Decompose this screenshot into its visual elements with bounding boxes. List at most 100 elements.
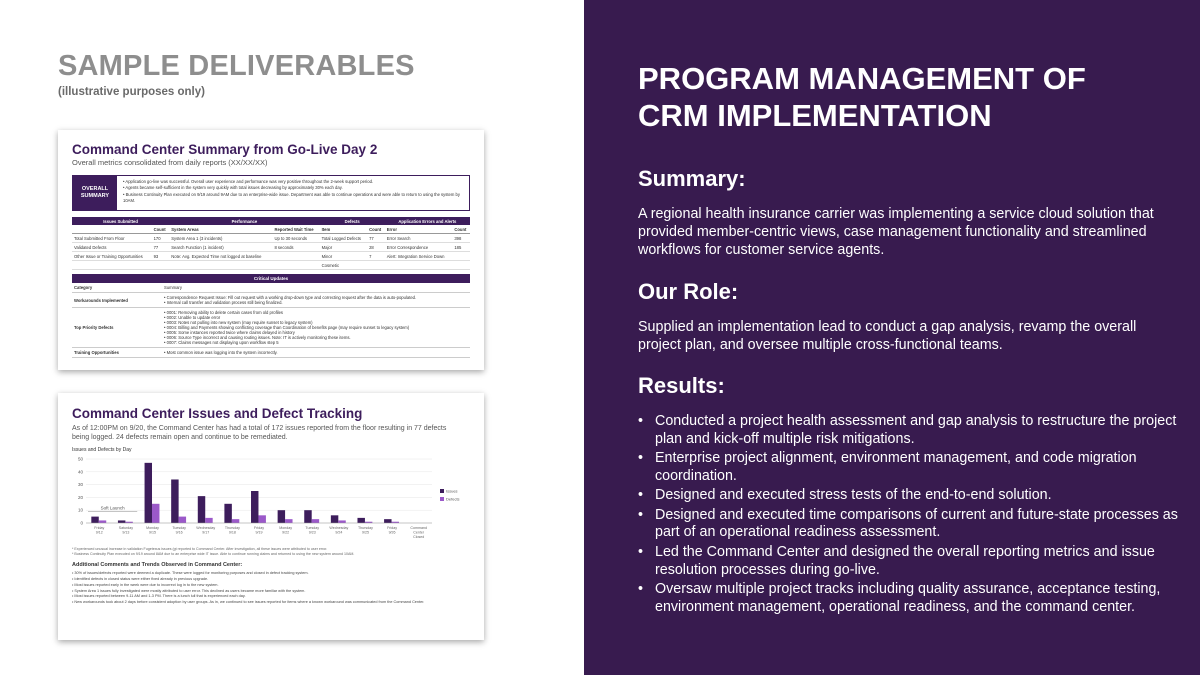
table-cell: Search Function (1 incident)	[169, 242, 273, 252]
result-text: Designed and executed time comparisons o…	[655, 506, 1178, 541]
metrics-subheader-cell: Error	[384, 225, 453, 234]
cu-summary: Correspondence Request Issue: Fill out r…	[162, 292, 470, 308]
cu-category: Training Opportunities	[72, 347, 162, 358]
chart-title: Issues and Defects by Day	[72, 446, 132, 453]
our-role-heading: Our Role:	[638, 279, 739, 304]
x-tick-label: Friday 9/12	[94, 526, 104, 535]
table-cell: Alert: Integration Service Down	[384, 251, 453, 261]
table-cell: 28	[367, 242, 385, 252]
table-cell: Major	[319, 242, 368, 252]
metrics-subheader-cell: Reported Wait Time	[272, 225, 320, 234]
metrics-table: Issues Submitted Performance Defects App…	[72, 217, 470, 270]
th-issues: Issues Submitted	[72, 217, 170, 225]
bar-issues	[277, 510, 286, 523]
bar-issues	[117, 520, 126, 523]
table-cell: Total Submitted From Floor	[72, 233, 152, 243]
table-cell	[151, 260, 170, 270]
result-text: Conducted a project health assessment an…	[655, 413, 1177, 447]
bar-issues	[171, 479, 179, 523]
table-cell: 170	[151, 233, 170, 243]
result-item: • Designed and executed time comparisons …	[638, 507, 1178, 542]
table-row: Other Issue or Training Opportunities 93 N…	[72, 251, 470, 261]
chart-svg: 0 10 20 30 40 50 Friday 9/12 Saturday 9/13 Monday 9…	[78, 456, 460, 539]
cu-summary-item: 0002: Unable to update error	[164, 315, 468, 320]
additional-comment-item: System Area 1 issues fully investigated …	[72, 589, 470, 595]
bar-issues	[384, 519, 392, 523]
table-cell	[367, 260, 385, 270]
cu-summary-item: Most common issue was logging into the s…	[164, 350, 468, 355]
x-tick-label: Monday 9/22	[279, 526, 292, 535]
summary-text: A regional health insurance carrier was …	[638, 206, 1154, 259]
bar-issues	[357, 517, 365, 523]
bar-defects	[178, 516, 187, 523]
bullet-icon: •	[638, 487, 644, 504]
cu-summary-list: Correspondence Request Issue: Fill out r…	[164, 295, 468, 305]
bar-defects	[338, 520, 346, 523]
cu-category: Top Priority Defects	[72, 307, 162, 348]
command-center-summary-card: Command Center Summary from Go-Live Day …	[58, 130, 484, 370]
additional-comment-item: Most issues reported early in the week w…	[72, 583, 470, 589]
cu-summary-list: 0001: Removing ability to delete certain…	[164, 310, 468, 345]
cu-summary-item: 0003: Notes not pulling into new system …	[164, 320, 468, 325]
bar-defects	[231, 519, 240, 523]
illustrative-note: (illustrative purposes only)	[58, 86, 205, 98]
issues-defects-chart: Issues and Defects by Day 0 10 20 30 40 50 Fri…	[72, 447, 470, 543]
additional-comment-item: Most issues reported between 9-11 AM and…	[72, 594, 470, 600]
overall-summary-item: Agents became self-sufficient in the sys…	[123, 185, 463, 191]
cu-summary-item: Internal call transfer and validation pr…	[164, 300, 468, 305]
table-cell: 77	[367, 233, 385, 243]
table-cell: Error Search	[384, 233, 453, 243]
cu-header-category: Category	[72, 283, 162, 293]
table-cell	[384, 260, 453, 270]
table-cell: 8 seconds	[272, 242, 320, 252]
x-tick-label: Wednesday 9/24	[329, 526, 348, 535]
x-tick-label: Friday 9/26	[387, 526, 397, 535]
result-text: Oversaw multiple project tracks includin…	[655, 581, 1161, 615]
x-tick-label: Tuesday 9/16	[172, 526, 186, 535]
overall-summary-list: Application go-live was successful. Over…	[117, 176, 469, 210]
table-cell	[452, 251, 470, 261]
card2-title: Command Center Issues and Defect Trackin…	[72, 406, 363, 421]
cu-summary-list: Most common issue was logging into the s…	[164, 350, 468, 355]
bar-issues	[304, 510, 312, 523]
bar-defects	[258, 515, 266, 523]
bullet-icon: •	[638, 413, 644, 429]
metrics-subheader-cell: Count	[151, 225, 170, 234]
overall-summary-box: OVERALL SUMMARY Application go-live was …	[72, 175, 470, 211]
results-list: • Conducted a project health assessment a…	[638, 413, 1178, 618]
bar-defects	[285, 519, 293, 523]
additional-comments-title: Additional Comments and Trends Observed …	[72, 561, 243, 568]
legend-label: Issues	[446, 488, 458, 493]
table-cell: Minor	[319, 251, 368, 261]
bar-defects	[125, 521, 133, 523]
table-cell: 7	[367, 251, 385, 261]
table-cell: 93	[151, 251, 170, 261]
sample-deliverables-title: SAMPLE DELIVERABLES	[58, 50, 415, 82]
bar-issues	[144, 462, 153, 523]
y-tick-label: 30	[78, 482, 84, 487]
footnote-line: * Business Continuity Plan executed on 9…	[72, 551, 355, 556]
footnote-line: * Experienced unusual increase in valida…	[72, 546, 328, 551]
metrics-subheader-cell: Count	[367, 225, 385, 234]
bullet-icon: •	[638, 581, 644, 598]
result-text: Enterprise project alignment, environmen…	[655, 450, 1137, 484]
card1-subtitle: Overall metrics consolidated from daily …	[72, 158, 268, 167]
cu-summary-item: 0005: Some instances reported twice wher…	[164, 330, 468, 335]
legend-swatch	[440, 488, 444, 493]
x-tick-label: Command Center Closed	[410, 526, 427, 539]
cu-category: Workarounds Implemented	[72, 292, 162, 308]
cu-summary-item: 0004: Billing and Payments showing confl…	[164, 325, 468, 330]
x-tick-label: Monday 9/15	[146, 526, 159, 535]
result-item: • Enterprise project alignment, environme…	[638, 450, 1178, 485]
overall-summary-label: OVERALL SUMMARY	[73, 176, 117, 210]
bar-defects	[311, 519, 320, 523]
th-defects: Defects	[319, 217, 385, 225]
th-errors: Application Errors and Alerts	[384, 217, 470, 225]
x-tick-label: Thursday 9/25	[358, 526, 373, 535]
cu-row: Training OpportunitiesMost common issue …	[72, 347, 470, 358]
table-row: Total Submitted From Floor 170 System Area…	[72, 233, 470, 243]
results-heading: Results:	[638, 373, 725, 398]
table-cell: Cosmetic	[319, 260, 368, 270]
y-tick-label: 20	[78, 495, 84, 500]
